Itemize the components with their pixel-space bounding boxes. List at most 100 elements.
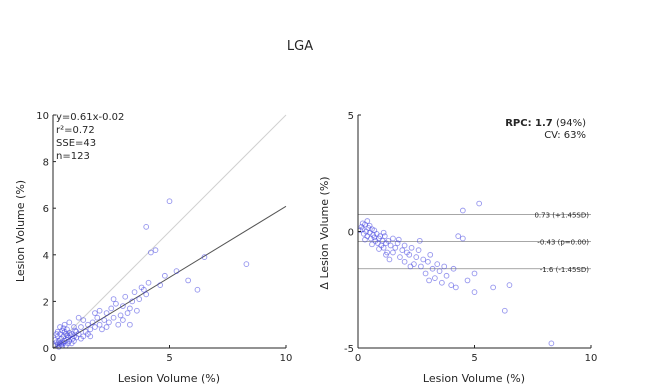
data-point: [143, 223, 150, 230]
data-point: [366, 222, 373, 229]
data-point: [80, 333, 87, 340]
data-point: [359, 220, 366, 227]
bland-altman-tick-labels: 0 5 10-505: [344, 111, 597, 364]
data-point: [129, 298, 136, 305]
x-tick-label: 10: [585, 353, 598, 364]
data-point: [455, 233, 462, 240]
data-point: [376, 246, 382, 252]
data-point: [395, 236, 402, 243]
rpc-annotation: RPC: 1.7 (94%): [505, 118, 586, 129]
data-point: [464, 277, 471, 284]
data-point: [194, 286, 201, 293]
data-point: [185, 277, 191, 284]
x-tick-label: 5: [471, 353, 477, 364]
correlation-plot: 0 5 10 0 2 4 6 8 10 Lesion Volume (%) Lesion Vol…: [14, 111, 292, 385]
figure-title: LGA: [287, 39, 313, 54]
bland-altman-y-label: Δ Lesion Volume (%): [318, 176, 331, 289]
n-value: n=123: [56, 151, 90, 162]
data-point: [420, 256, 427, 263]
data-point: [443, 272, 450, 279]
data-point: [439, 279, 445, 286]
bland-altman-x-label: Lesion Volume (%): [423, 372, 525, 385]
data-point: [117, 312, 124, 319]
data-point: [381, 233, 388, 240]
rpc-label: RPC: 1.7: [505, 118, 553, 129]
data-point: [92, 310, 98, 316]
data-point: [53, 331, 60, 337]
data-point: [501, 307, 508, 314]
data-point: [243, 261, 250, 267]
data-point: [110, 314, 117, 321]
data-point: [152, 247, 159, 253]
data-point: [136, 296, 143, 302]
data-point: [124, 310, 131, 316]
data-point: [113, 300, 119, 307]
data-point: [426, 277, 432, 284]
y-tick-label: 5: [348, 111, 354, 122]
data-point: [103, 310, 110, 316]
data-point: [110, 296, 117, 302]
x-tick-label: 10: [280, 353, 293, 364]
data-point: [450, 265, 457, 272]
data-point: [460, 235, 466, 242]
data-point: [134, 307, 140, 314]
data-point: [432, 275, 438, 281]
reference-line-label: -0.43 (p=0.00): [537, 239, 589, 247]
data-point: [413, 254, 420, 260]
data-point: [96, 321, 103, 328]
data-point: [201, 254, 208, 260]
data-point: [120, 317, 126, 323]
data-point: [390, 249, 396, 256]
y-tick-label: 6: [43, 204, 49, 215]
data-point: [379, 237, 386, 244]
rpc-percent: (94%): [553, 118, 586, 129]
data-point: [387, 242, 394, 249]
data-point: [390, 235, 396, 242]
correlation-axes: [52, 114, 287, 349]
data-point: [92, 324, 98, 330]
data-point: [441, 263, 448, 270]
data-point: [406, 251, 413, 258]
data-point: [71, 338, 77, 344]
identity-line-segment: [52, 114, 287, 349]
data-point: [425, 258, 431, 265]
data-point: [380, 229, 387, 236]
data-point: [364, 233, 371, 240]
data-point: [157, 282, 164, 288]
data-point: [127, 321, 133, 328]
data-point: [72, 327, 78, 334]
data-point: [141, 286, 147, 293]
x-tick-label: 0: [355, 353, 361, 364]
correlation-y-label: Lesion Volume (%): [14, 180, 27, 282]
data-point: [99, 326, 105, 333]
data-point: [71, 324, 77, 330]
data-point: [75, 331, 82, 337]
data-point: [80, 317, 87, 323]
data-point: [362, 236, 368, 243]
data-point: [148, 249, 154, 256]
data-point: [66, 330, 73, 336]
data-point: [75, 314, 82, 321]
data-point: [460, 207, 466, 214]
data-point: [87, 326, 94, 333]
data-point: [476, 200, 483, 207]
data-point: [85, 321, 91, 328]
y-tick-label: 0: [348, 228, 354, 239]
x-tick-label: 5: [166, 353, 172, 364]
data-point: [429, 265, 436, 272]
fit-equation: y=0.61x-0.02: [56, 112, 124, 123]
data-point: [422, 270, 429, 277]
data-point: [103, 324, 110, 330]
data-point: [61, 321, 68, 328]
data-point: [371, 227, 378, 234]
data-point: [506, 282, 513, 288]
bland-altman-points: [357, 200, 555, 347]
correlation-tick-labels: 0 5 10 0 2 4 6 8 10: [36, 111, 292, 364]
data-point: [471, 270, 478, 277]
data-point: [161, 272, 168, 279]
data-point: [78, 324, 84, 330]
data-point: [369, 241, 375, 248]
correlation-stats: y=0.61x-0.02 r²=0.72 SSE=43 n=123: [56, 112, 124, 162]
data-point: [407, 263, 414, 270]
correlation-points: [52, 198, 250, 350]
